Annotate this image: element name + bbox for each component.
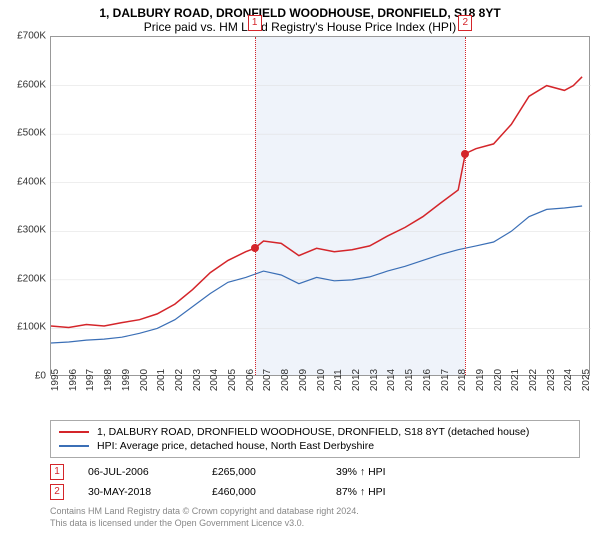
sale-row: 1 06-JUL-2006 £265,000 39% ↑ HPI xyxy=(50,462,580,482)
x-tick-label: 2013 xyxy=(369,369,380,391)
x-tick-label: 2003 xyxy=(192,369,203,391)
y-tick-label: £100K xyxy=(17,322,46,333)
x-tick-label: 2007 xyxy=(262,369,273,391)
title-line-1: 1, DALBURY ROAD, DRONFIELD WOODHOUSE, DR… xyxy=(0,6,600,20)
x-tick-label: 2021 xyxy=(510,369,521,391)
sale-dot xyxy=(461,150,469,158)
sale-vline xyxy=(255,37,256,375)
x-tick-label: 2006 xyxy=(245,369,256,391)
legend-label: 1, DALBURY ROAD, DRONFIELD WOODHOUSE, DR… xyxy=(97,426,529,438)
sale-vs-hpi: 39% ↑ HPI xyxy=(336,466,436,478)
x-tick-label: 1995 xyxy=(50,369,61,391)
plot-region: 12 xyxy=(50,36,590,376)
x-axis: 1995199619971998199920002001200220032004… xyxy=(50,376,590,416)
sale-vs-hpi: 87% ↑ HPI xyxy=(336,486,436,498)
series-property xyxy=(51,77,582,328)
y-tick-label: £600K xyxy=(17,79,46,90)
sale-marker-box: 1 xyxy=(248,15,262,31)
sale-index-box: 2 xyxy=(50,484,64,500)
sale-date: 06-JUL-2006 xyxy=(88,466,188,478)
legend: 1, DALBURY ROAD, DRONFIELD WOODHOUSE, DR… xyxy=(50,420,580,458)
sale-price: £460,000 xyxy=(212,486,312,498)
y-axis: £0£100K£200K£300K£400K£500K£600K£700K xyxy=(0,36,50,376)
x-tick-label: 2002 xyxy=(174,369,185,391)
sale-index-box: 1 xyxy=(50,464,64,480)
legend-swatch xyxy=(59,445,89,447)
footer-line-1: Contains HM Land Registry data © Crown c… xyxy=(50,506,580,518)
y-tick-label: £400K xyxy=(17,176,46,187)
y-tick-label: £300K xyxy=(17,225,46,236)
sale-price: £265,000 xyxy=(212,466,312,478)
x-tick-label: 2000 xyxy=(139,369,150,391)
legend-swatch xyxy=(59,431,89,433)
y-tick-label: £0 xyxy=(35,371,46,382)
title-line-2: Price paid vs. HM Land Registry's House … xyxy=(0,20,600,34)
chart-area: £0£100K£200K£300K£400K£500K£600K£700K 12… xyxy=(0,36,600,416)
x-tick-label: 2018 xyxy=(457,369,468,391)
sale-marker-box: 2 xyxy=(458,15,472,31)
x-tick-label: 1998 xyxy=(103,369,114,391)
x-tick-label: 2025 xyxy=(581,369,592,391)
x-tick-label: 2020 xyxy=(493,369,504,391)
x-tick-label: 2022 xyxy=(528,369,539,391)
x-tick-label: 2012 xyxy=(351,369,362,391)
footer-attribution: Contains HM Land Registry data © Crown c… xyxy=(50,506,580,529)
sale-date: 30-MAY-2018 xyxy=(88,486,188,498)
x-tick-label: 2019 xyxy=(475,369,486,391)
y-tick-label: £700K xyxy=(17,31,46,42)
x-tick-label: 2016 xyxy=(422,369,433,391)
line-svg xyxy=(51,37,591,377)
x-tick-label: 2001 xyxy=(156,369,167,391)
x-tick-label: 2009 xyxy=(298,369,309,391)
series-hpi xyxy=(51,206,582,343)
x-tick-label: 2023 xyxy=(546,369,557,391)
legend-item: HPI: Average price, detached house, Nort… xyxy=(59,439,571,453)
x-tick-label: 2015 xyxy=(404,369,415,391)
x-tick-label: 2005 xyxy=(227,369,238,391)
legend-item: 1, DALBURY ROAD, DRONFIELD WOODHOUSE, DR… xyxy=(59,425,571,439)
x-tick-label: 2004 xyxy=(209,369,220,391)
x-tick-label: 2024 xyxy=(563,369,574,391)
x-tick-label: 1999 xyxy=(121,369,132,391)
x-tick-label: 2014 xyxy=(386,369,397,391)
x-tick-label: 2010 xyxy=(316,369,327,391)
y-tick-label: £200K xyxy=(17,273,46,284)
x-tick-label: 2017 xyxy=(440,369,451,391)
x-tick-label: 2011 xyxy=(333,369,344,391)
y-tick-label: £500K xyxy=(17,128,46,139)
sales-table: 1 06-JUL-2006 £265,000 39% ↑ HPI 2 30-MAY-201… xyxy=(50,462,580,502)
x-tick-label: 1997 xyxy=(85,369,96,391)
x-tick-label: 2008 xyxy=(280,369,291,391)
sale-vline xyxy=(465,37,466,375)
sale-row: 2 30-MAY-2018 £460,000 87% ↑ HPI xyxy=(50,482,580,502)
legend-label: HPI: Average price, detached house, Nort… xyxy=(97,440,374,452)
sale-dot xyxy=(251,244,259,252)
footer-line-2: This data is licensed under the Open Gov… xyxy=(50,518,580,530)
x-tick-label: 1996 xyxy=(68,369,79,391)
chart-title: 1, DALBURY ROAD, DRONFIELD WOODHOUSE, DR… xyxy=(0,0,600,36)
